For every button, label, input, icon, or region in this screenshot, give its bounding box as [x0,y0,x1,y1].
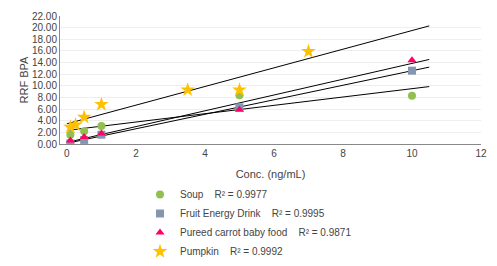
svg-text:16.00: 16.00 [32,45,57,56]
svg-text:6: 6 [271,148,277,159]
svg-text:Fruit Energy Drink R² = 0.9: Fruit Energy Drink R² = 0.9995 [180,208,325,219]
svg-text:6.00: 6.00 [38,104,58,115]
svg-text:Pumpkin R² = 0.9992: Pumpkin R² = 0.9992 [180,246,283,257]
svg-text:0.00: 0.00 [38,139,58,150]
svg-text:4: 4 [202,148,208,159]
svg-text:8: 8 [340,148,346,159]
svg-text:22.00: 22.00 [32,11,57,22]
svg-text:2.00: 2.00 [38,127,58,138]
svg-text:12: 12 [475,148,487,159]
svg-text:14.00: 14.00 [32,57,57,68]
svg-text:10.00: 10.00 [32,80,57,91]
svg-text:Pureed carrot baby food R²: Pureed carrot baby food R² = 0.9871 [180,227,351,238]
svg-text:18.00: 18.00 [32,34,57,45]
svg-text:Soup R² = 0.9977: Soup R² = 0.9977 [180,189,267,200]
svg-text:20.00: 20.00 [32,22,57,33]
svg-text:2: 2 [133,148,139,159]
svg-text:8.00: 8.00 [38,92,58,103]
svg-text:4.00: 4.00 [38,115,58,126]
svg-text:RRF BPA: RRF BPA [18,56,30,104]
svg-text:12.00: 12.00 [32,69,57,80]
svg-text:0: 0 [64,148,70,159]
svg-text:Conc. (ng/mL): Conc. (ng/mL) [236,168,306,180]
svg-text:10: 10 [406,148,418,159]
